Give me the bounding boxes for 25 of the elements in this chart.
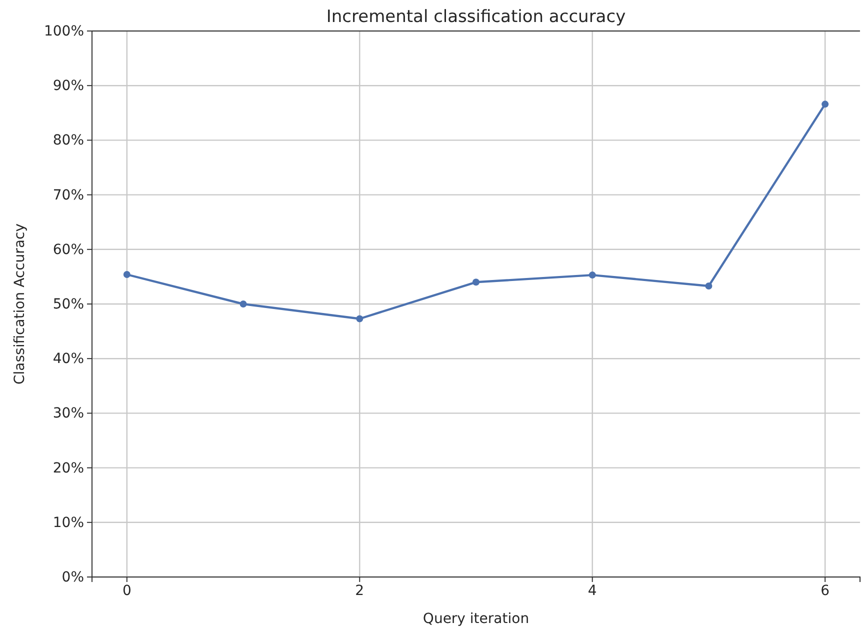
- y-tick-label: 70%: [52, 187, 84, 204]
- y-tick-label: 40%: [52, 351, 84, 368]
- point: [123, 271, 130, 278]
- point: [588, 272, 596, 279]
- point: [822, 100, 829, 108]
- x-axis-title: Query iteration: [422, 611, 530, 627]
- y-tick-label: 20%: [52, 460, 84, 476]
- point: [472, 278, 480, 286]
- y-tick-label: 10%: [52, 514, 84, 531]
- y-tick-label: 80%: [52, 132, 84, 149]
- point: [356, 315, 364, 322]
- point: [240, 300, 247, 308]
- y-tick-label: 0%: [62, 569, 84, 586]
- x-tick-label: 6: [820, 582, 830, 599]
- x-tick-label: 2: [355, 582, 364, 599]
- y-tick-label: 30%: [52, 406, 84, 422]
- x-tick-label: 0: [122, 582, 132, 599]
- y-tick-label: 60%: [52, 242, 84, 258]
- chart-title: Incremental classification accuracy: [326, 7, 626, 27]
- y-tick-label: 90%: [52, 78, 84, 94]
- y-tick-label: 100%: [44, 23, 84, 40]
- y-axis-title: Classification Accuracy: [12, 224, 28, 384]
- x-tick-label: 4: [588, 582, 597, 599]
- point: [705, 282, 712, 290]
- y-tick-label: 50%: [52, 296, 84, 312]
